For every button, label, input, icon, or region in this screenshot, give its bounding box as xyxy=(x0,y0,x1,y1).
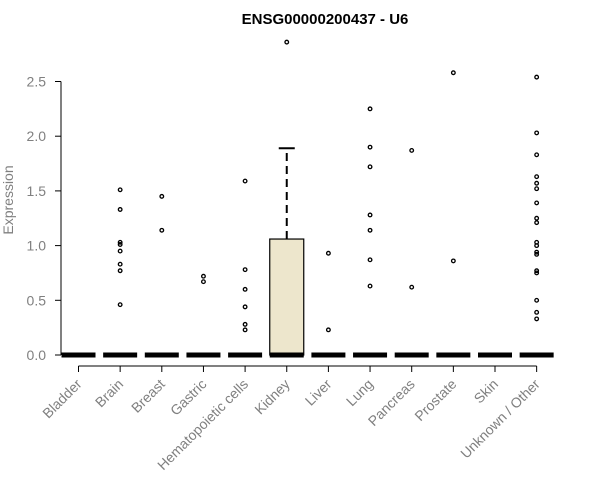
outlier-point xyxy=(367,106,373,112)
outlier-point xyxy=(200,273,206,279)
outlier-point xyxy=(325,327,331,333)
x-tick-label: Unknown / Other xyxy=(457,376,543,462)
y-tick-label: 2.0 xyxy=(27,128,47,144)
box-Kidney xyxy=(269,238,305,356)
outlier-point xyxy=(367,164,373,170)
outlier-point xyxy=(117,261,123,267)
outlier-point xyxy=(117,242,123,247)
x-tick-label: Lung xyxy=(343,376,376,409)
outlier-point xyxy=(534,297,540,303)
outlier-point xyxy=(534,243,540,249)
y-tick-label: 1.0 xyxy=(27,238,47,254)
outlier-point xyxy=(367,144,373,150)
y-tick-label: 2.5 xyxy=(27,74,47,90)
outlier-point xyxy=(450,70,456,76)
x-tick-label: Brain xyxy=(92,376,126,410)
outlier-point xyxy=(534,74,540,80)
outliers-layer xyxy=(117,39,540,333)
outlier-point xyxy=(409,147,415,153)
outlier-point xyxy=(242,321,248,327)
y-tick-label: 1.5 xyxy=(27,183,47,199)
x-tick-label: Bladder xyxy=(39,376,85,422)
outlier-point xyxy=(159,193,165,199)
outlier-point xyxy=(534,215,540,221)
outlier-point xyxy=(534,268,540,274)
outlier-point xyxy=(534,186,540,192)
outlier-point xyxy=(367,283,373,289)
outlier-point xyxy=(367,227,373,233)
outlier-point xyxy=(117,248,123,254)
x-tick-label: Kidney xyxy=(251,376,293,418)
y-axis-label: Expression xyxy=(0,165,16,234)
outlier-point xyxy=(534,180,540,186)
outlier-point xyxy=(117,239,123,245)
outlier-point xyxy=(534,174,540,180)
outlier-point xyxy=(534,251,540,257)
outlier-point xyxy=(325,250,331,256)
outlier-point xyxy=(534,152,540,158)
outlier-point xyxy=(242,304,248,310)
outlier-point xyxy=(367,257,373,263)
outlier-point xyxy=(117,207,123,212)
outlier-point xyxy=(450,258,456,264)
outlier-point xyxy=(200,279,206,285)
x-tick-label: Liver xyxy=(302,376,335,409)
outlier-point xyxy=(242,178,248,184)
outlier-point xyxy=(534,220,540,226)
outlier-point xyxy=(242,267,248,273)
outlier-point xyxy=(534,130,540,136)
outlier-point xyxy=(242,286,248,292)
x-tick-label: Breast xyxy=(128,376,168,416)
outlier-point xyxy=(284,39,290,45)
x-tick-label: Skin xyxy=(471,376,502,407)
y-tick-label: 0.5 xyxy=(27,292,47,308)
chart-title: ENSG00000200437 - U6 xyxy=(242,11,409,28)
y-axis: 0.0 0.5 1.0 1.5 2.0 2.5 xyxy=(27,74,62,363)
outlier-point xyxy=(367,212,373,218)
outlier-point xyxy=(534,249,540,255)
outlier-point xyxy=(242,327,248,333)
outlier-point xyxy=(534,316,540,322)
outlier-point xyxy=(534,270,540,276)
y-tick-label: 0.0 xyxy=(27,347,47,363)
x-tick-label: Prostate xyxy=(411,376,459,424)
outlier-point xyxy=(117,268,123,274)
outlier-point xyxy=(409,284,415,290)
outlier-point xyxy=(117,302,123,308)
outlier-point xyxy=(117,187,123,193)
boxes-layer xyxy=(61,147,554,358)
outlier-point xyxy=(534,309,540,315)
outlier-point xyxy=(534,200,540,206)
outlier-point xyxy=(159,227,165,233)
